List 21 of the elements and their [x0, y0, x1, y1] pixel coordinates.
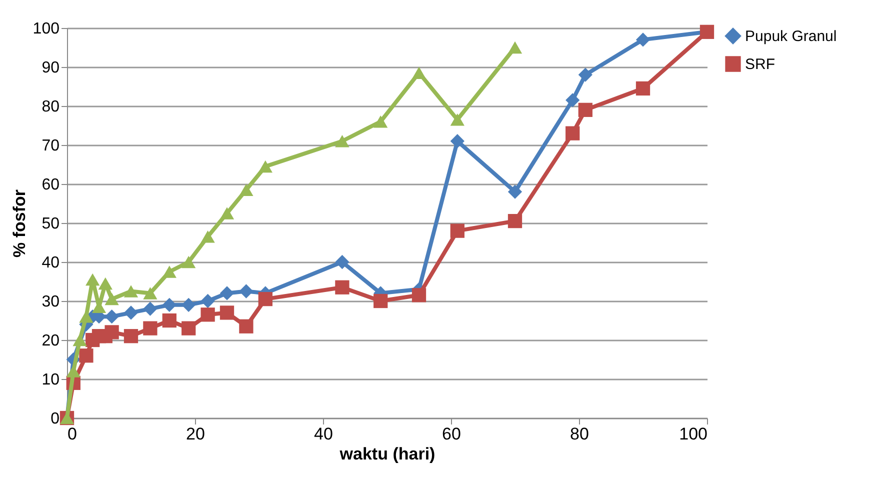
- y-tick-label: 80: [42, 98, 60, 116]
- x-tick-label: 80: [570, 424, 589, 444]
- y-tick-label: 0: [50, 410, 60, 428]
- y-tick-label: 30: [42, 294, 60, 310]
- y-tick-label: 50: [42, 216, 60, 232]
- x-axis-title: waktu (hari): [338, 444, 436, 464]
- legend-label: Pupuk Granul: [745, 28, 837, 45]
- x-tick-label: 20: [186, 424, 205, 444]
- x-tick-label: 100: [679, 424, 708, 444]
- x-tick-label: 40: [314, 424, 333, 444]
- y-tick-label: 70: [42, 138, 60, 154]
- x-tick-label: 0: [68, 424, 77, 444]
- y-tick-label: 40: [42, 254, 60, 272]
- x-tick-label: 60: [442, 424, 461, 444]
- y-tick-label: 60: [42, 176, 60, 194]
- y-tick-label: 90: [42, 60, 60, 76]
- y-tick-label: 10: [42, 372, 60, 388]
- y-tick-label: 20: [42, 332, 60, 350]
- y-axis-title: % fosfor: [10, 189, 29, 258]
- legend-label: SRF: [745, 56, 775, 73]
- y-tick-label: 100: [32, 20, 60, 38]
